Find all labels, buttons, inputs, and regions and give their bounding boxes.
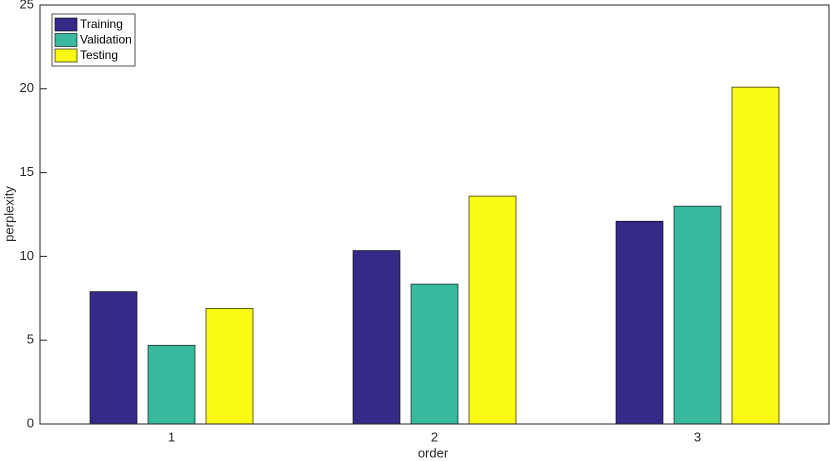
bar xyxy=(468,195,517,425)
bar xyxy=(410,283,459,425)
y-tick-label: 15 xyxy=(20,164,34,179)
x-tick-label: 2 xyxy=(431,429,438,444)
bar xyxy=(731,86,780,425)
y-tick-label: 20 xyxy=(20,80,34,95)
y-tick-label: 5 xyxy=(27,332,34,347)
y-tick-label: 25 xyxy=(20,0,34,11)
bar xyxy=(352,250,401,425)
x-tick-label: 3 xyxy=(694,429,701,444)
bar xyxy=(673,205,722,425)
legend-swatch xyxy=(54,48,78,63)
x-axis-label: order xyxy=(418,445,449,460)
bar xyxy=(89,291,138,425)
axes-box xyxy=(39,4,830,425)
legend-swatch xyxy=(54,33,78,47)
bar xyxy=(205,308,254,425)
legend-label: Training xyxy=(80,17,123,31)
y-tick-label: 10 xyxy=(20,248,34,263)
legend-label: Validation xyxy=(80,33,132,47)
y-axis-label: perplexity xyxy=(1,186,16,242)
y-tick-label: 0 xyxy=(27,415,34,430)
x-tick-label: 1 xyxy=(168,429,175,444)
legend-label: Testing xyxy=(80,48,118,62)
bar xyxy=(147,344,196,425)
legend-swatch xyxy=(54,17,78,32)
bar xyxy=(615,220,664,425)
